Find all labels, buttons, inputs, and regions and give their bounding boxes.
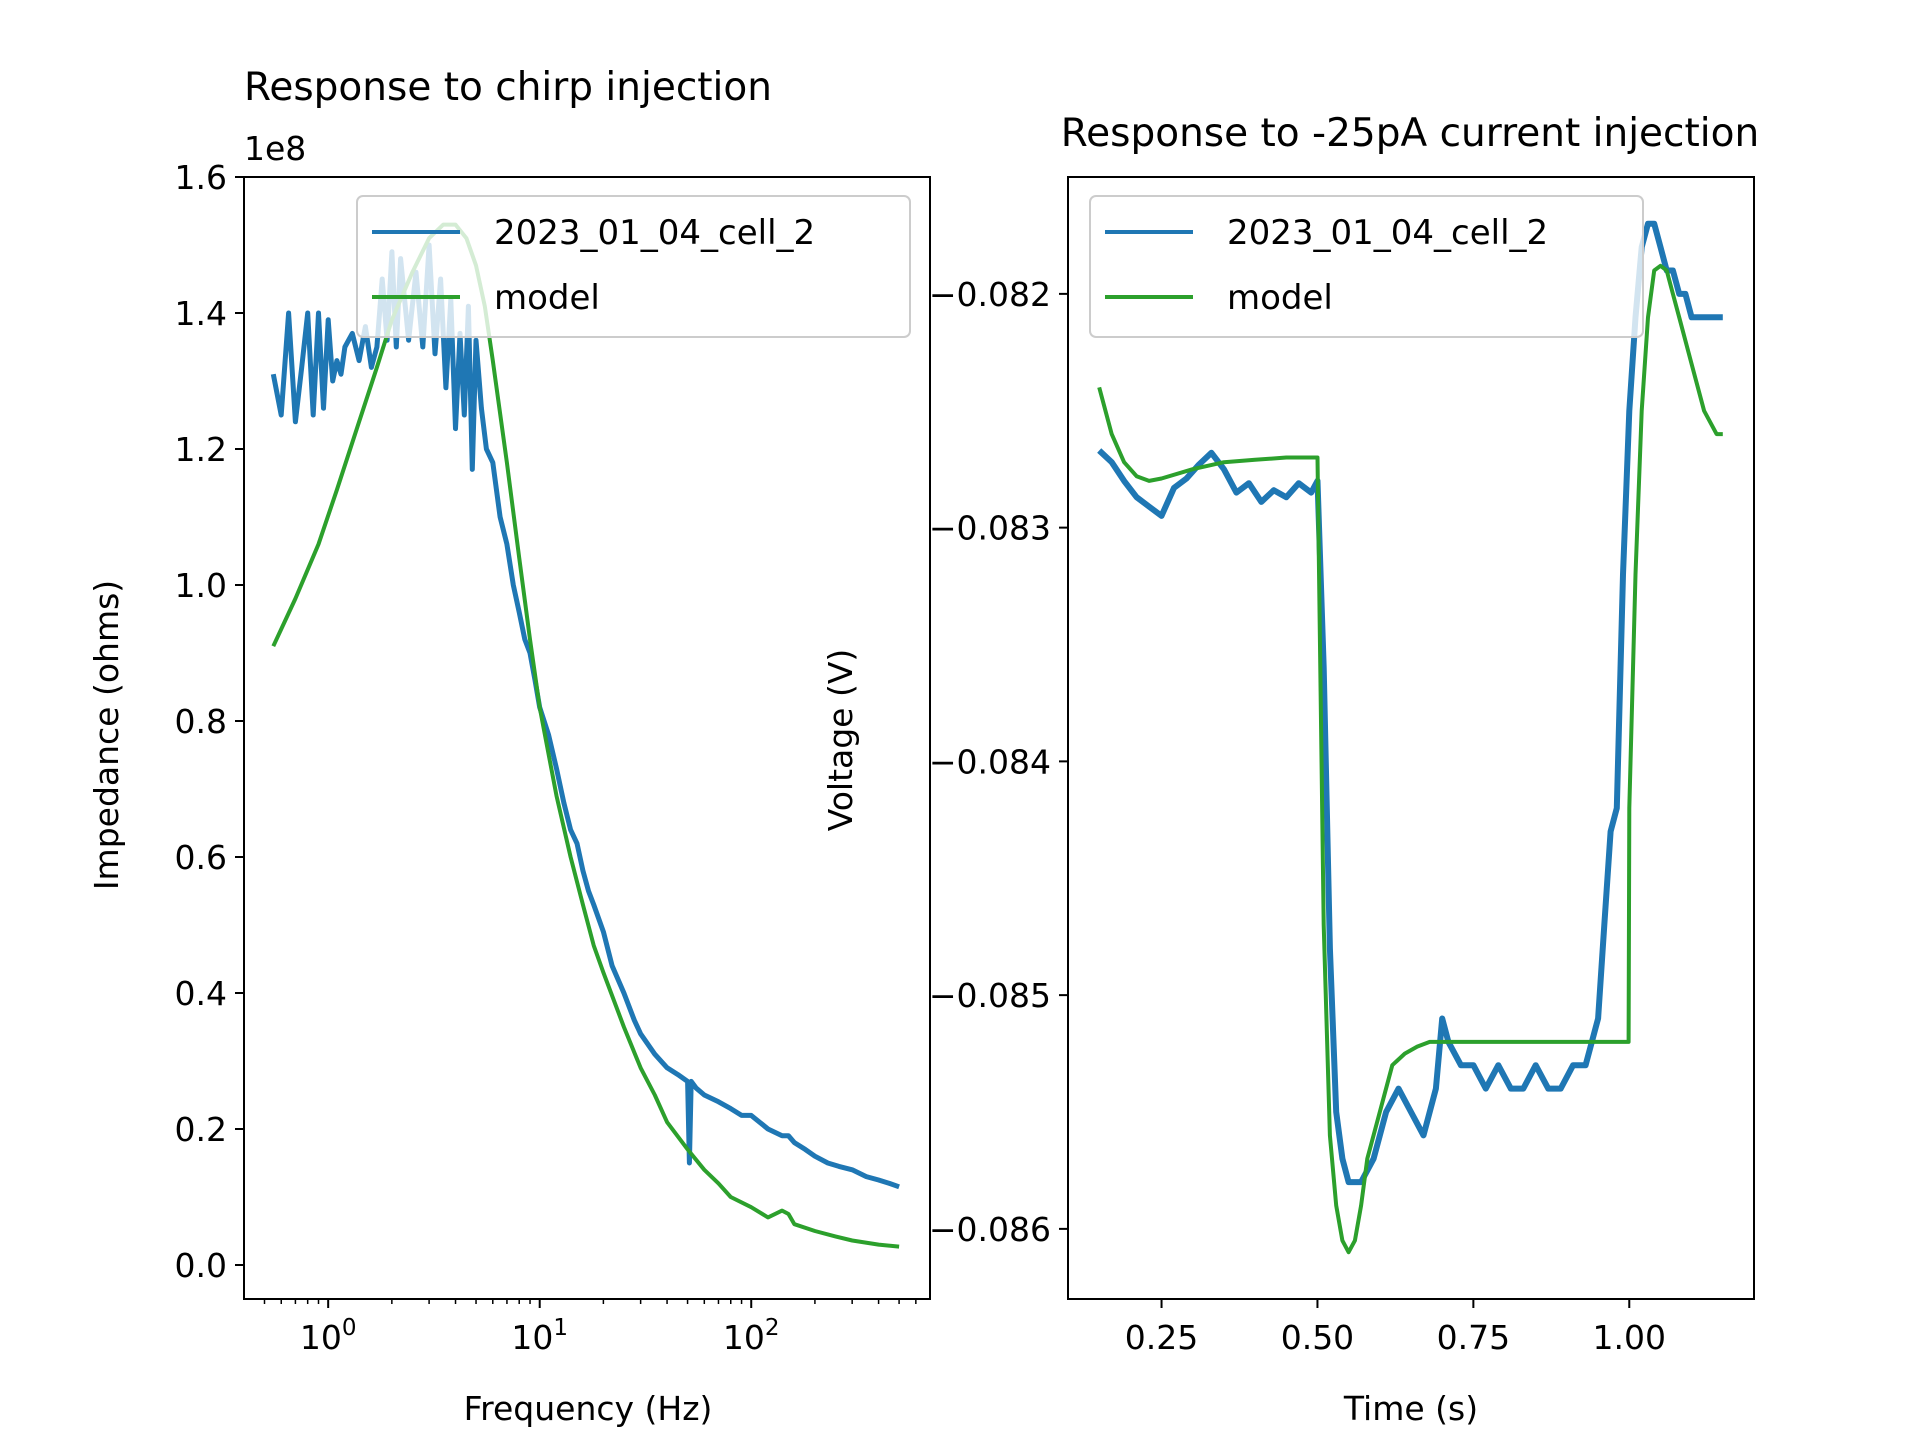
legend-label-model: model: [1227, 278, 1333, 318]
x-tick-exponent: 0: [342, 1315, 357, 1341]
y-tick-label: −0.085: [929, 976, 1051, 1015]
y-tick-label: −0.083: [929, 509, 1051, 548]
chart-title: Response to -25pA current injection: [1061, 111, 1759, 156]
y-tick-label: −0.086: [929, 1210, 1051, 1249]
chart-title: Response to chirp injection: [244, 65, 772, 110]
legend-label-model: model: [494, 278, 600, 318]
legend-frame: [356, 195, 911, 338]
legend-frame: [1089, 195, 1644, 338]
plot-area-frame: [243, 176, 931, 1300]
y-offset-label: 1e8: [244, 129, 306, 168]
x-tick-base: 10: [723, 1318, 765, 1357]
y-tick-label: 0.0: [175, 1246, 227, 1285]
series-line-model: [1097, 263, 1723, 1255]
x-tick-label: 1.00: [1593, 1318, 1666, 1357]
x-tick-base: 10: [300, 1318, 342, 1357]
x-tick-label: 102: [723, 1315, 780, 1357]
y-tick-label: 1.6: [175, 158, 227, 197]
chirp-impedance-chart: Response to chirp injection 1e8 Frequenc…: [87, 65, 931, 1428]
plot-lines: [1097, 220, 1723, 1255]
y-tick-label: 0.6: [175, 838, 227, 877]
x-tick-label: 0.50: [1281, 1318, 1354, 1357]
y-tick-label: −0.084: [929, 742, 1051, 781]
x-tick-label: 100: [300, 1315, 357, 1357]
x-tick-label: 0.75: [1437, 1318, 1510, 1357]
y-tick-label: 0.2: [175, 1110, 227, 1149]
axis-ticks: 0.25 0.50 0.75 1.00 −0.082 −0.083 −0.084 −0.085…: [929, 275, 1666, 1357]
x-tick-exponent: 2: [765, 1315, 780, 1341]
series-line-cell-data: [270, 242, 900, 1190]
y-tick-label: 0.8: [175, 702, 227, 741]
y-tick-label: 1.2: [175, 430, 227, 469]
x-axis-label: Frequency (Hz): [464, 1389, 713, 1428]
y-tick-label: 1.4: [175, 294, 227, 333]
legend: 2023_01_04_cell_2 model: [356, 195, 911, 338]
legend: 2023_01_04_cell_2 model: [1089, 195, 1644, 338]
legend-label-data: 2023_01_04_cell_2: [1227, 213, 1548, 253]
x-tick-base: 10: [511, 1318, 553, 1357]
plot-area-frame: [1067, 176, 1755, 1300]
y-tick-label: 1.0: [175, 566, 227, 605]
y-tick-label: 0.4: [175, 974, 227, 1013]
legend-label-data: 2023_01_04_cell_2: [494, 213, 815, 253]
x-tick-label: 101: [511, 1315, 568, 1357]
x-tick-label: 0.25: [1125, 1318, 1198, 1357]
y-axis-label: Impedance (ohms): [87, 580, 126, 890]
y-axis-label: Voltage (V): [821, 649, 860, 832]
current-injection-chart: Response to -25pA current injection Time…: [821, 111, 1759, 1428]
x-tick-exponent: 1: [553, 1315, 568, 1341]
y-tick-label: −0.082: [929, 275, 1051, 314]
x-axis-label: Time (s): [1343, 1389, 1478, 1428]
